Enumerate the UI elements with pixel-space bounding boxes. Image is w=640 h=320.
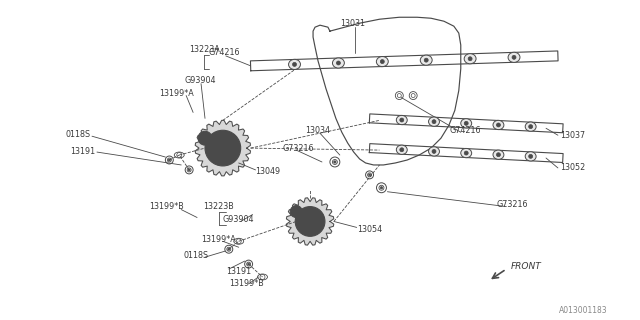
Text: G74216: G74216 [209,48,241,57]
Ellipse shape [493,150,504,159]
Circle shape [512,55,516,59]
Circle shape [188,169,190,171]
Text: 0118S: 0118S [183,251,209,260]
Text: 13199*B: 13199*B [150,202,184,211]
Text: 13191: 13191 [70,147,95,156]
Ellipse shape [461,148,472,158]
Circle shape [400,118,404,122]
Text: 13052: 13052 [560,164,585,172]
Circle shape [302,213,318,229]
Circle shape [424,58,428,62]
Circle shape [464,151,468,155]
Circle shape [168,159,170,161]
Text: 13049: 13049 [255,167,281,176]
Circle shape [307,218,314,225]
Circle shape [201,134,209,142]
Circle shape [529,125,532,129]
Circle shape [337,61,340,65]
Text: 13223B: 13223B [203,202,234,211]
Text: 13199*A: 13199*A [159,89,194,98]
Ellipse shape [525,152,536,161]
Ellipse shape [420,55,432,65]
Circle shape [218,144,227,153]
Ellipse shape [525,122,536,131]
Circle shape [198,131,212,145]
Circle shape [333,161,336,163]
Ellipse shape [461,119,472,128]
Circle shape [291,206,302,218]
Text: G93904: G93904 [223,215,254,224]
Circle shape [293,208,300,215]
Circle shape [380,60,384,64]
Text: G73216: G73216 [497,200,528,209]
Text: 13034: 13034 [305,126,330,135]
Circle shape [213,138,233,158]
Ellipse shape [332,58,344,68]
Circle shape [228,248,230,250]
Text: 13037: 13037 [560,131,585,140]
Circle shape [248,263,250,265]
Circle shape [380,187,383,189]
Circle shape [292,62,296,66]
Text: 13031: 13031 [340,19,365,28]
Ellipse shape [508,52,520,62]
Circle shape [497,153,500,157]
Circle shape [432,120,436,124]
Circle shape [464,121,468,125]
Circle shape [205,130,241,166]
Circle shape [432,149,436,153]
Text: G73216: G73216 [282,144,314,153]
Circle shape [369,174,371,176]
Polygon shape [195,120,250,176]
Text: 13223A: 13223A [189,45,220,54]
Ellipse shape [376,57,388,67]
Text: 13199*A: 13199*A [201,235,236,244]
Circle shape [529,154,532,158]
Ellipse shape [396,145,407,154]
Circle shape [295,207,325,236]
Ellipse shape [429,147,440,156]
Text: G93904: G93904 [184,76,216,85]
Text: 13191: 13191 [226,267,251,276]
Ellipse shape [464,54,476,64]
Circle shape [204,137,206,140]
Ellipse shape [396,116,407,125]
Circle shape [400,148,404,152]
Circle shape [295,210,298,213]
Text: A013001183: A013001183 [559,306,607,315]
Ellipse shape [493,120,504,130]
Ellipse shape [289,59,300,69]
Polygon shape [287,198,333,245]
Circle shape [468,57,472,61]
Circle shape [497,123,500,127]
Text: 13054: 13054 [356,225,382,234]
Text: FRONT: FRONT [510,261,541,271]
Ellipse shape [429,117,440,126]
Text: 0118S: 0118S [65,130,90,139]
Text: G74216: G74216 [450,126,481,135]
Text: 13199*B: 13199*B [228,279,264,288]
